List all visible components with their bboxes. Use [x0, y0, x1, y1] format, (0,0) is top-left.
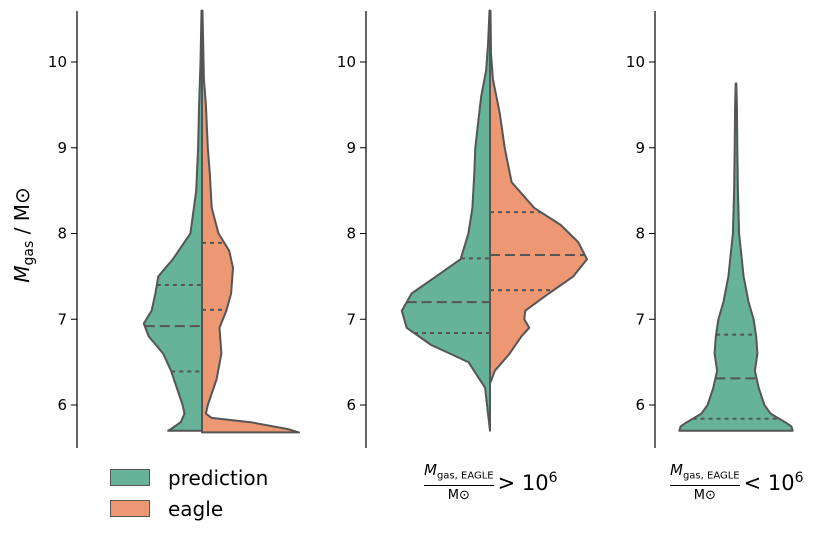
panel2-ytick-label-10: 10 — [337, 53, 356, 71]
panel1-ytick-label-6: 6 — [57, 396, 67, 414]
panel3-fraction: Mgas, EAGLE M⊙ — [670, 463, 740, 503]
y-axis-label: Mgas / M⊙ — [10, 187, 37, 283]
panel3-fraction-numerator: Mgas, EAGLE — [670, 463, 740, 484]
y-axis-label-subscript: gas — [21, 241, 37, 266]
panel2-ytick-label-6: 6 — [346, 396, 356, 414]
panel3-fraction-bar — [670, 484, 740, 486]
panel2-num-subscript: gas, EAGLE — [436, 470, 494, 482]
legend-item-prediction: prediction — [110, 462, 268, 493]
panel3-ytick-label-9: 9 — [635, 139, 645, 157]
panel2-violin-eagle — [489, 9, 588, 385]
panel1-violin-eagle — [201, 9, 300, 434]
panel2-condition: > 106 — [498, 470, 558, 495]
panel1-ytick-label-7: 7 — [57, 310, 67, 328]
panel3-relation: < 10 — [743, 471, 795, 496]
legend-swatch-eagle — [110, 500, 150, 517]
panel3-ytick-label-7: 7 — [635, 310, 645, 328]
panel2-num-symbol: M — [424, 461, 437, 479]
panel2-fraction-numerator: Mgas, EAGLE — [424, 463, 494, 484]
panel2-fraction-bar — [424, 484, 494, 486]
panel2-fraction: Mgas, EAGLE M⊙ — [424, 463, 494, 503]
panel2-ytick-label-9: 9 — [346, 139, 356, 157]
panel3-num-subscript: gas, EAGLE — [682, 470, 740, 482]
legend-label-prediction: prediction — [168, 465, 269, 490]
panel3-ytick-label-8: 8 — [635, 225, 645, 243]
panel3-fraction-denominator: M⊙ — [693, 487, 716, 503]
panel3-exponent: 6 — [794, 470, 804, 487]
panel2-ytick-label-7: 7 — [346, 310, 356, 328]
panel1-ytick-label-10: 10 — [48, 53, 67, 71]
panel2-caption: Mgas, EAGLE M⊙ > 106 — [424, 463, 558, 503]
legend: prediction eagle — [110, 462, 268, 524]
panel1-ytick-label-9: 9 — [57, 139, 67, 157]
panel3-caption: Mgas, EAGLE M⊙ < 106 — [670, 463, 804, 503]
panel2-exponent: 6 — [548, 470, 558, 487]
panel3-num-symbol: M — [670, 461, 683, 479]
panel3-ytick-label-10: 10 — [626, 53, 645, 71]
panel2-fraction-denominator: M⊙ — [447, 487, 470, 503]
panel3-violin-prediction — [678, 82, 794, 432]
legend-item-eagle: eagle — [110, 493, 268, 524]
panel3-ytick-label-6: 6 — [635, 396, 645, 414]
panel2-ytick-label-8: 8 — [346, 225, 356, 243]
y-axis-label-symbol: M — [10, 265, 34, 282]
panel2-relation: > 10 — [497, 471, 549, 496]
y-axis-label-unit: / M⊙ — [10, 187, 34, 240]
legend-label-eagle: eagle — [168, 496, 224, 521]
panel1-ytick-label-8: 8 — [57, 225, 67, 243]
panel1-violin-prediction — [142, 9, 203, 432]
panel3-condition: < 106 — [744, 470, 804, 495]
legend-swatch-prediction — [110, 469, 150, 486]
panel2-violin-prediction — [400, 9, 491, 432]
